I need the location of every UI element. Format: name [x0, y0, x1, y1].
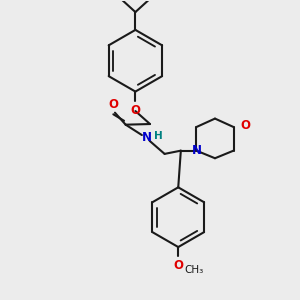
- Text: H: H: [154, 131, 163, 141]
- Text: CH₃: CH₃: [184, 265, 203, 275]
- Text: N: N: [142, 131, 152, 144]
- Text: O: O: [108, 98, 118, 111]
- Text: O: O: [240, 119, 250, 132]
- Text: N: N: [191, 144, 201, 157]
- Text: O: O: [173, 260, 183, 272]
- Text: O: O: [130, 104, 140, 117]
